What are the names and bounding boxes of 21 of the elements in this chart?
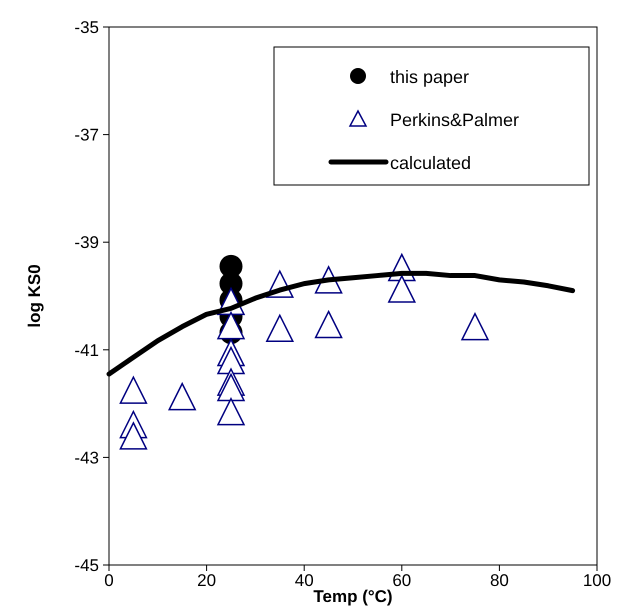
point [217, 346, 245, 374]
x-tick-label: 100 [582, 571, 612, 590]
y-tick-label: -37 [74, 126, 99, 145]
legend-label: Perkins&Palmer [390, 110, 520, 130]
y-tick-label: -45 [74, 556, 99, 575]
x-axis-title: Temp (°C) [313, 587, 393, 606]
x-tick-label: 60 [392, 571, 412, 590]
y-tick-label: -35 [74, 18, 99, 37]
y-tick-label: -43 [74, 448, 99, 468]
point [217, 374, 245, 402]
x-tick-label: 80 [490, 571, 509, 590]
x-tick-label: 20 [197, 571, 216, 590]
y-axis-title: log KS0 [25, 264, 44, 328]
legend-label: this paper [390, 67, 470, 87]
y-tick-label: -39 [74, 233, 99, 252]
x-tick-label: 0 [104, 571, 114, 590]
point [120, 422, 148, 450]
point [217, 312, 245, 340]
legend-label: calculated [390, 153, 472, 173]
y-tick-label: -41 [74, 340, 99, 360]
x-tick-label: 40 [294, 571, 314, 590]
